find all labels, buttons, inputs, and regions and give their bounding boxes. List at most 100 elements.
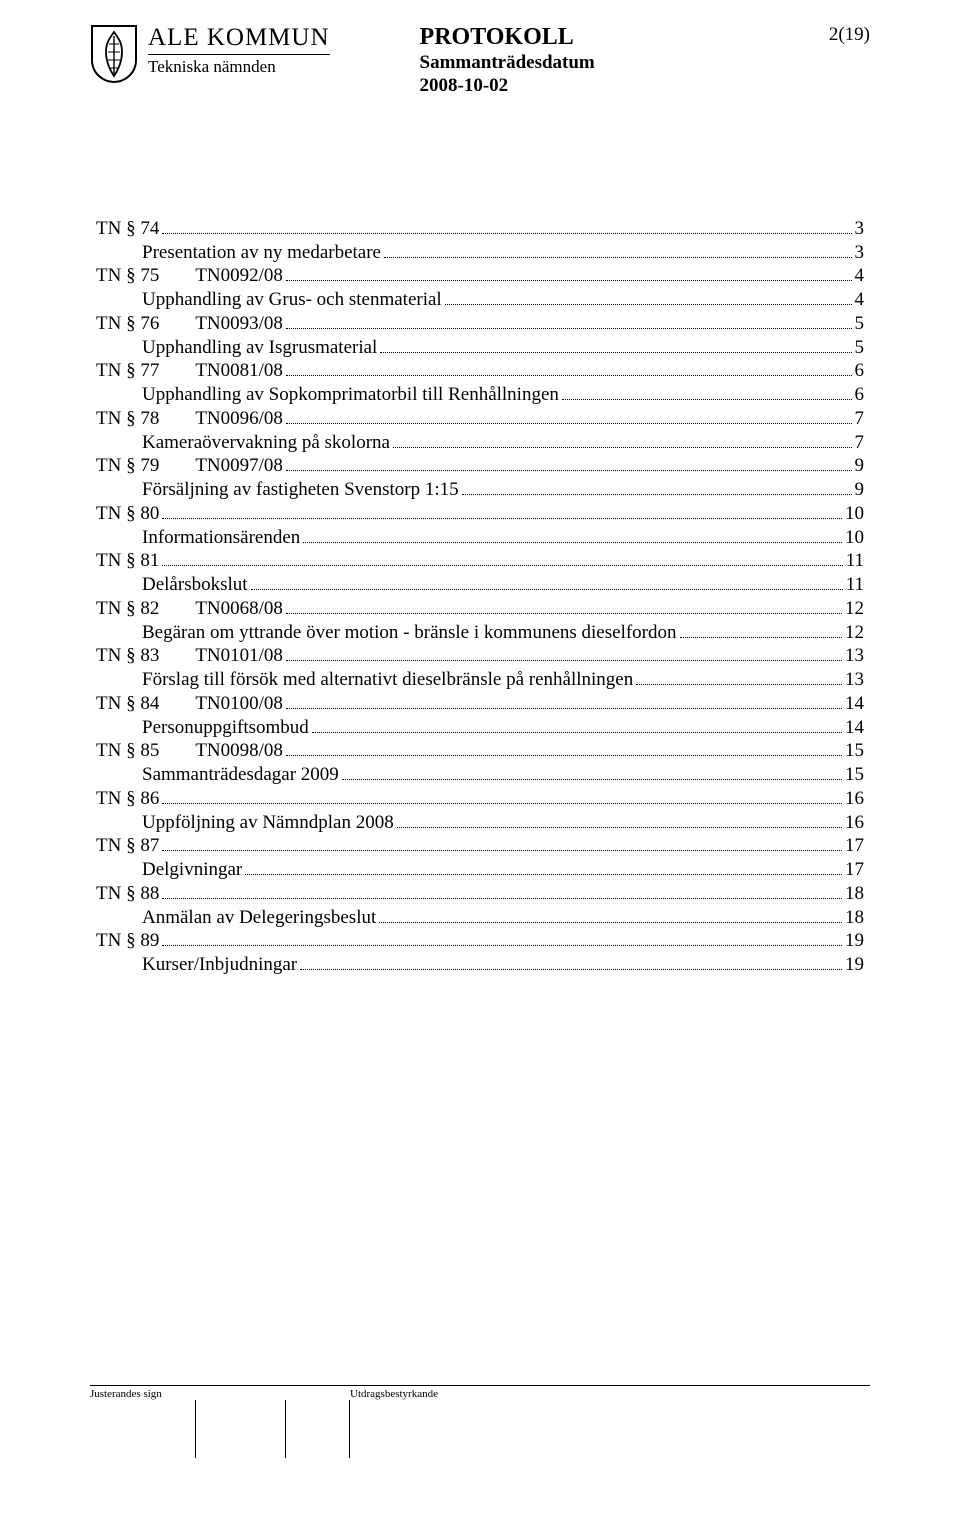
document-title: PROTOKOLL	[420, 24, 809, 51]
toc-description-text: Personuppgiftsombud	[96, 716, 309, 740]
toc-leader	[286, 361, 852, 376]
toc-description-text: Anmälan av Delegeringsbeslut	[96, 906, 376, 930]
toc-item-label: TN § 84TN0100/08	[96, 692, 283, 716]
toc-description-row: Presentation av ny medarbetare 3	[96, 241, 864, 265]
toc-leader	[393, 432, 852, 447]
toc-page-number: 14	[845, 716, 864, 740]
toc-page-number: 17	[845, 834, 864, 858]
toc-description-row: Personuppgiftsombud 14	[96, 716, 864, 740]
toc-item-label: TN § 74	[96, 217, 159, 241]
toc-page-number: 15	[845, 739, 864, 763]
toc-item-number: TN § 79	[96, 454, 159, 478]
toc-leader	[162, 219, 851, 234]
toc-item-label: TN § 82 TN0068/08	[96, 597, 283, 621]
toc-item-row: TN § 80 10	[96, 502, 864, 526]
dept-name: Tekniska nämnden	[148, 57, 330, 77]
toc-description-row: Upphandling av Grus- och stenmaterial4	[96, 288, 864, 312]
toc-page-number: 6	[855, 383, 865, 407]
toc-item-row: TN § 78 TN0096/08 7	[96, 407, 864, 431]
toc-item-code: TN0096/08	[195, 407, 283, 431]
toc-page-number: 18	[845, 882, 864, 906]
table-of-contents: TN § 743Presentation av ny medarbetare3T…	[96, 217, 864, 977]
toc-leader	[312, 717, 842, 732]
toc-page-number: 13	[845, 668, 864, 692]
toc-leader	[286, 694, 842, 709]
toc-item-label: TN § 87	[96, 834, 159, 858]
document-subtitle: Sammanträdesdatum	[420, 51, 809, 75]
toc-item-row: TN § 84TN0100/0814	[96, 692, 864, 716]
signature-cells	[90, 1400, 870, 1458]
toc-description-text: Upphandling av Isgrusmaterial	[96, 336, 377, 360]
toc-leader	[286, 646, 842, 661]
toc-item-number: TN § 89	[96, 929, 159, 953]
document-date: 2008-10-02	[420, 75, 809, 97]
page-number: 2(19)	[829, 24, 870, 46]
toc-description-row: Kurser/Inbjudningar 19	[96, 953, 864, 977]
toc-item-number: TN § 87	[96, 834, 159, 858]
toc-leader	[162, 504, 842, 519]
toc-description-text: Presentation av ny medarbetare	[96, 241, 381, 265]
toc-leader	[380, 337, 851, 352]
toc-item-label: TN § 83TN0101/08	[96, 644, 283, 668]
toc-item-label: TN § 86	[96, 787, 159, 811]
toc-item-number: TN § 75	[96, 264, 159, 288]
toc-item-label: TN § 79TN0097/08	[96, 454, 283, 478]
toc-description-text: Begäran om yttrande över motion - bränsl…	[96, 621, 677, 645]
toc-page-number: 16	[845, 811, 864, 835]
toc-description-text: Försäljning av fastigheten Svenstorp 1:1…	[96, 478, 459, 502]
toc-item-row: TN § 87 17	[96, 834, 864, 858]
toc-page-number: 6	[855, 359, 865, 383]
toc-page-number: 3	[855, 241, 865, 265]
toc-item-row: TN § 76TN0093/085	[96, 312, 864, 336]
toc-item-row: TN § 77TN0081/08 6	[96, 359, 864, 383]
toc-item-row: TN § 81 11	[96, 549, 864, 573]
toc-leader	[162, 884, 842, 899]
toc-item-label: TN § 77TN0081/08	[96, 359, 283, 383]
toc-item-number: TN § 81	[96, 549, 159, 573]
signature-cell	[286, 1400, 350, 1458]
toc-leader	[462, 480, 852, 495]
page-footer: Justerandes sign Utdragsbestyrkande	[90, 1385, 870, 1458]
toc-item-row: TN § 85TN0098/0815	[96, 739, 864, 763]
toc-item-code: TN0101/08	[195, 644, 283, 668]
toc-item-row: TN § 86 16	[96, 787, 864, 811]
toc-page-number: 10	[845, 502, 864, 526]
toc-leader	[251, 575, 843, 590]
toc-item-code: TN0092/08	[195, 264, 283, 288]
toc-page-number: 15	[845, 763, 864, 787]
toc-page-number: 11	[846, 549, 864, 573]
toc-item-code: TN0068/08	[195, 597, 283, 621]
toc-leader	[384, 242, 852, 257]
toc-description-text: Kurser/Inbjudningar	[96, 953, 297, 977]
toc-item-number: TN § 78	[96, 407, 159, 431]
toc-page-number: 7	[855, 407, 865, 431]
toc-description-row: Upphandling av Sopkomprimatorbil till Re…	[96, 383, 864, 407]
signature-cell	[196, 1400, 286, 1458]
center-header: PROTOKOLL Sammanträdesdatum 2008-10-02	[420, 24, 809, 97]
toc-item-number: TN § 80	[96, 502, 159, 526]
toc-page-number: 9	[855, 478, 865, 502]
toc-item-code: TN0098/08	[195, 739, 283, 763]
toc-leader	[303, 527, 842, 542]
toc-page-number: 12	[845, 597, 864, 621]
toc-description-text: Delårsbokslut	[96, 573, 248, 597]
toc-item-label: TN § 89	[96, 929, 159, 953]
toc-page-number: 10	[845, 526, 864, 550]
toc-item-label: TN § 76TN0093/08	[96, 312, 283, 336]
toc-leader	[397, 812, 842, 827]
toc-description-text: Delgivningar	[96, 858, 242, 882]
toc-page-number: 18	[845, 906, 864, 930]
org-name: ALE KOMMUN	[148, 24, 330, 55]
toc-item-row: TN § 8818	[96, 882, 864, 906]
toc-page-number: 16	[845, 787, 864, 811]
toc-description-text: Kameraövervakning på skolorna	[96, 431, 390, 455]
toc-description-row: Informationsärenden 10	[96, 526, 864, 550]
toc-leader	[342, 765, 842, 780]
toc-item-code: TN0093/08	[195, 312, 283, 336]
toc-page-number: 19	[845, 953, 864, 977]
toc-item-number: TN § 82	[96, 597, 159, 621]
toc-leader	[379, 907, 842, 922]
toc-item-row: TN § 75TN0092/084	[96, 264, 864, 288]
toc-description-text: Informationsärenden	[96, 526, 300, 550]
toc-item-code: TN0100/08	[195, 692, 283, 716]
